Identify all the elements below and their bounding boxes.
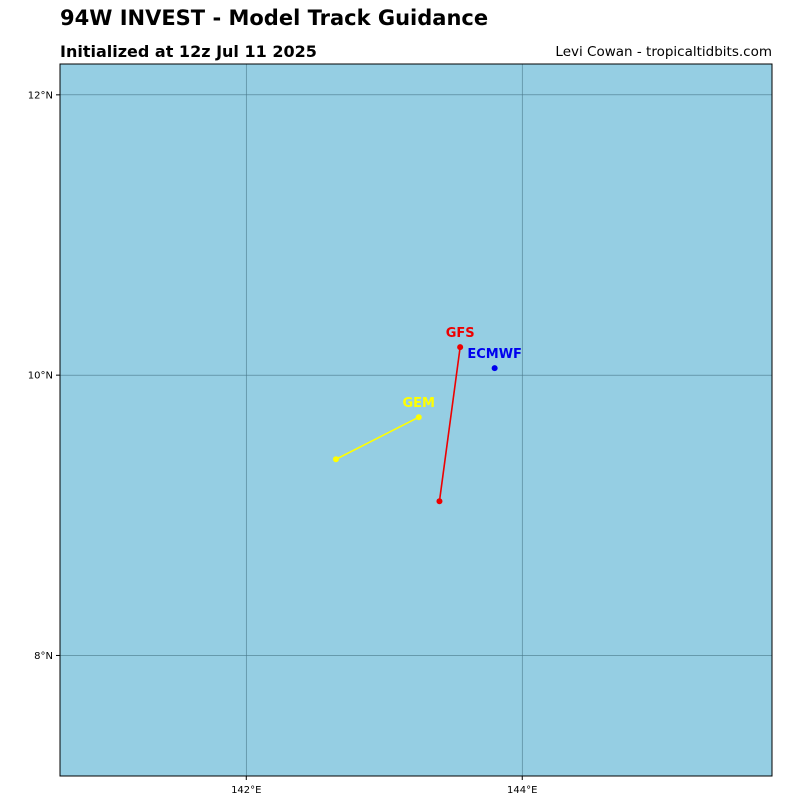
lon-tick-label: 144°E [507, 785, 537, 796]
gfs-track-line [438, 347, 461, 502]
gfs-track-point [436, 498, 443, 505]
gem-track-point [332, 456, 339, 463]
gfs-label: GFS [446, 326, 475, 341]
gem-label: GEM [403, 396, 436, 411]
ecmwf-label: ECMWF [467, 347, 522, 362]
credit-text: Levi Cowan - tropicaltidbits.com [555, 44, 772, 60]
init-time-subtitle: Initialized at 12z Jul 11 2025 [60, 42, 317, 61]
lat-tick-label: 12°N [28, 90, 53, 101]
gem-track-line [335, 416, 420, 460]
map-frame [59, 63, 773, 777]
page-title: 94W INVEST - Model Track Guidance [60, 6, 489, 30]
map-area: 12°N 10°N 8°N 142°E 144°E GFS ECMWF GEM [28, 63, 773, 796]
ocean-background [60, 64, 772, 776]
lat-tick-label: 8°N [34, 651, 53, 662]
gfs-track-point [457, 344, 464, 351]
gem-track-point [415, 414, 422, 421]
ecmwf-track-point [491, 365, 498, 372]
lat-tick-label: 10°N [28, 371, 53, 382]
lon-tick-label: 142°E [231, 785, 261, 796]
